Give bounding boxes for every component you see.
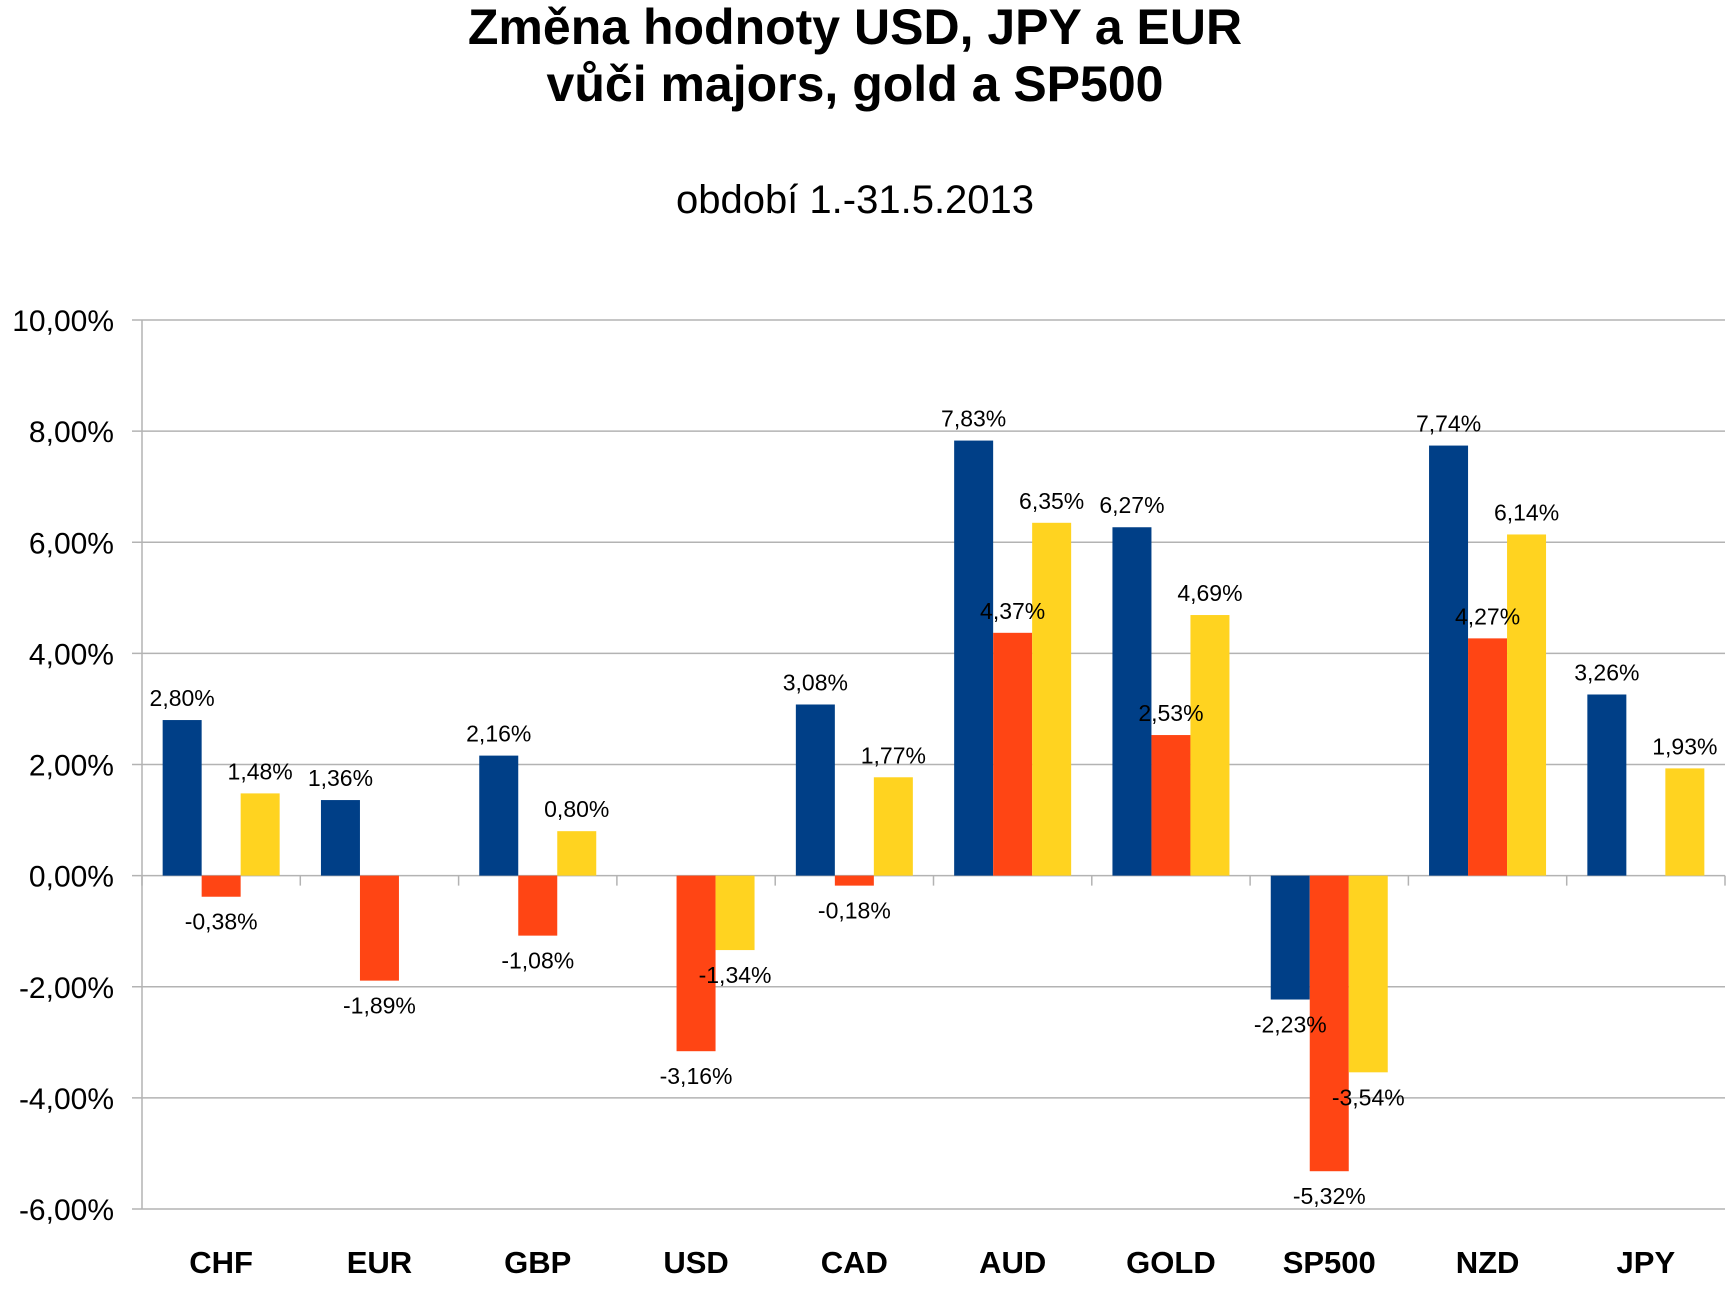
bar-sp500 <box>1309 875 1349 1172</box>
bar-cad <box>795 704 835 876</box>
data-label: 0,80% <box>544 796 609 822</box>
chart-title-line-2: vůči majors, gold a SP500 <box>547 56 1164 112</box>
chart-title-line-1: Změna hodnoty USD, JPY a EUR <box>468 0 1242 55</box>
x-category-label: JPY <box>1617 1245 1676 1280</box>
data-label: -5,32% <box>1293 1183 1366 1209</box>
bar-gbp <box>518 875 558 936</box>
bar-sp500 <box>1348 875 1388 1073</box>
bar-nzd <box>1507 534 1547 876</box>
x-category-label: NZD <box>1456 1245 1520 1280</box>
bar-cad <box>834 875 874 886</box>
data-label: -3,16% <box>660 1063 733 1089</box>
bar-chf <box>201 875 241 897</box>
x-category-label: GBP <box>504 1245 571 1280</box>
data-label: 1,48% <box>228 758 293 784</box>
y-tick-label: -2,00% <box>19 972 114 1005</box>
x-category-label: GOLD <box>1126 1245 1216 1280</box>
x-category-label: EUR <box>347 1245 412 1280</box>
data-label: 2,16% <box>466 721 531 747</box>
y-tick-label: 4,00% <box>29 638 114 671</box>
data-label: -0,18% <box>818 898 891 924</box>
x-category-label: SP500 <box>1283 1245 1376 1280</box>
data-label: -3,54% <box>1332 1084 1405 1110</box>
data-label: 6,35% <box>1019 488 1084 514</box>
y-tick-label: -6,00% <box>19 1194 114 1227</box>
x-category-label: USD <box>663 1245 728 1280</box>
y-tick-label: 2,00% <box>29 750 114 783</box>
data-label: -1,34% <box>699 962 772 988</box>
bar-jpy <box>1587 694 1627 876</box>
bar-aud <box>1032 522 1072 876</box>
bar-nzd <box>1468 638 1508 876</box>
data-label: 6,14% <box>1494 499 1559 525</box>
bar-gold <box>1151 735 1191 876</box>
data-label: 7,83% <box>941 406 1006 432</box>
y-tick-label: 6,00% <box>29 527 114 560</box>
bar-usd <box>676 875 716 1052</box>
y-tick-label: 0,00% <box>29 861 114 894</box>
data-label: 1,93% <box>1652 733 1717 759</box>
data-label: -0,38% <box>185 909 258 935</box>
bar-gbp <box>557 831 597 876</box>
bar-nzd <box>1429 445 1469 876</box>
data-label: 4,37% <box>980 598 1045 624</box>
data-label: -1,89% <box>343 993 416 1019</box>
bar-sp500 <box>1270 875 1310 1000</box>
bar-aud <box>954 440 994 876</box>
chart-subtitle: období 1.-31.5.2013 <box>676 178 1034 222</box>
bar-gold <box>1112 527 1152 876</box>
bar-gbp <box>479 755 519 876</box>
y-tick-label: -4,00% <box>19 1083 114 1116</box>
bar-chf <box>162 720 202 876</box>
plot-area: 10,00% 8,00% 6,00% 4,00% 2,00% 0,00% -2,00% -4,… <box>12 305 1726 1280</box>
y-tick-label: 10,00% <box>12 305 114 338</box>
bar-chf <box>240 793 280 876</box>
x-category-label: CHF <box>189 1245 253 1280</box>
data-label: 4,27% <box>1455 603 1520 629</box>
bar-cad <box>873 777 913 876</box>
data-label: 3,26% <box>1574 659 1639 685</box>
y-tick-label: 8,00% <box>29 416 114 449</box>
x-category-label: CAD <box>821 1245 888 1280</box>
data-label: 1,77% <box>861 742 926 768</box>
bar-usd <box>715 875 755 951</box>
data-label: 2,80% <box>150 685 215 711</box>
data-label: 1,36% <box>308 765 373 791</box>
data-label: -1,08% <box>501 948 574 974</box>
bar-aud <box>993 632 1033 876</box>
data-label: -2,23% <box>1254 1012 1327 1038</box>
data-label: 3,08% <box>783 669 848 695</box>
bar-eur <box>320 800 360 876</box>
data-label: 2,53% <box>1138 700 1203 726</box>
data-label: 6,27% <box>1099 492 1164 518</box>
bar-eur <box>359 875 399 981</box>
bar-gold <box>1190 615 1230 876</box>
bar-jpy <box>1665 768 1705 876</box>
data-label: 7,74% <box>1416 411 1481 437</box>
data-label: 4,69% <box>1177 580 1242 606</box>
x-category-label: AUD <box>979 1245 1046 1280</box>
